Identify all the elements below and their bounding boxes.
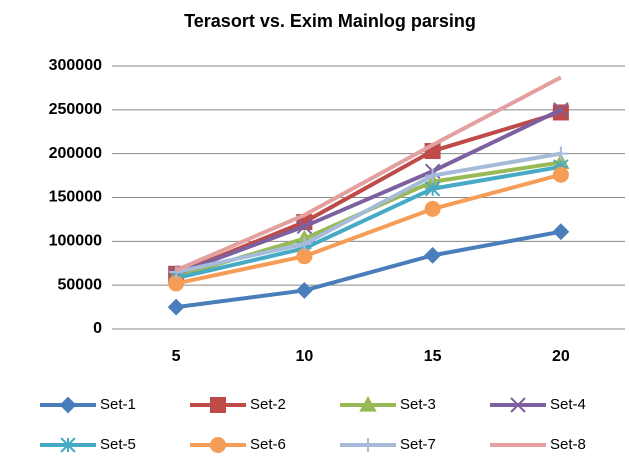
marker [210, 437, 226, 453]
series [169, 146, 568, 280]
marker [424, 181, 441, 197]
x-tick-label: 20 [552, 348, 570, 365]
series-line [175, 151, 562, 274]
series-line [175, 108, 562, 276]
marker [295, 282, 313, 299]
marker [361, 438, 375, 452]
x-tick-label: 5 [172, 348, 181, 365]
y-tick-label: 150000 [49, 189, 102, 206]
series-line [175, 110, 562, 276]
y-tick-label: 200000 [49, 145, 102, 162]
series-line [175, 164, 562, 281]
marker [59, 396, 77, 414]
series [168, 166, 569, 292]
series [168, 102, 569, 282]
marker [553, 102, 569, 118]
legend-label: Set-6 [250, 436, 286, 453]
series [175, 75, 562, 273]
marker [210, 397, 226, 413]
marker [424, 246, 442, 264]
marker [552, 223, 570, 241]
y-tick-label: 0 [93, 320, 102, 337]
legend-label: Set-2 [250, 396, 286, 413]
marker [359, 395, 377, 412]
series-line [175, 229, 562, 310]
x-tick-label: 15 [424, 348, 442, 365]
y-tick-label: 250000 [49, 101, 102, 118]
y-tick-label: 50000 [58, 276, 103, 293]
legend-label: Set-1 [100, 396, 136, 413]
marker [297, 236, 312, 251]
marker [296, 248, 313, 265]
marker [169, 265, 184, 280]
x-tick-label: 10 [295, 348, 313, 365]
legend-label: Set-5 [100, 436, 136, 453]
series-line [175, 75, 562, 273]
legend-label: Set-4 [550, 396, 586, 413]
marker [553, 146, 568, 161]
series [167, 223, 570, 316]
legend-label: Set-8 [550, 436, 586, 453]
marker [296, 218, 313, 235]
y-tick-label: 300000 [49, 57, 102, 74]
marker [425, 168, 440, 183]
marker [424, 200, 441, 217]
legend-label: Set-7 [400, 436, 436, 453]
marker [60, 437, 76, 453]
y-tick-label: 100000 [49, 233, 102, 250]
marker [510, 397, 526, 413]
series-line [175, 172, 562, 286]
chart-title: Terasort vs. Exim Mainlog parsing [184, 11, 476, 31]
marker [167, 298, 185, 316]
marker [552, 166, 569, 183]
legend-label: Set-3 [400, 396, 436, 413]
